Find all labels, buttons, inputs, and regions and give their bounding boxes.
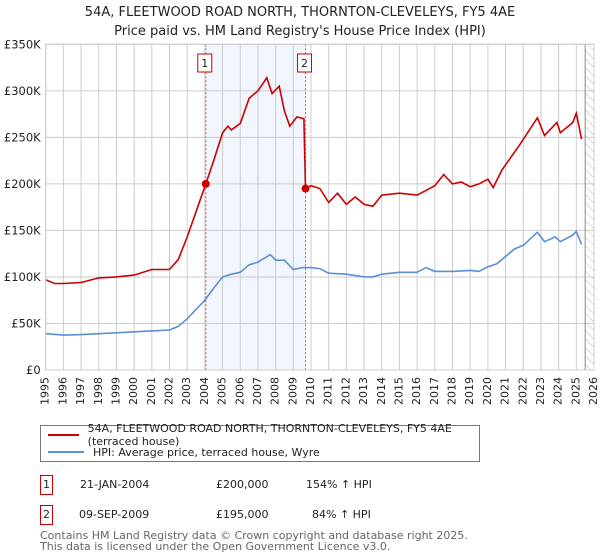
footer-line: This data is licensed under the Open Gov… [40,540,391,553]
y-tick-label: £350K [4,37,41,51]
sale-row-1: 1 21-JAN-2004 £200,000 154% ↑ HPI [40,475,440,495]
sale-hpi: 84% ↑ HPI [312,508,371,521]
x-tick-label: 2020 [481,377,494,405]
x-tick-label: 2024 [552,377,565,405]
x-tick-label: 2026 [587,377,600,405]
x-tick-label: 2011 [322,377,335,405]
chart-subtitle: Price paid vs. HM Land Registry's House … [114,24,486,39]
sale-date: 09-SEP-2009 [79,508,150,521]
sale-price: £195,000 [216,508,269,521]
x-tick-label: 2005 [216,377,229,405]
x-tick-label: 1996 [56,377,69,405]
x-tick-label: 2007 [251,377,264,405]
y-tick-label: £250K [4,130,41,144]
series-line-property [45,76,583,285]
x-tick-label: 2001 [145,377,158,405]
sale-label-box [197,53,213,73]
x-tick-label: 2018 [446,377,459,405]
x-tick-label: 1999 [109,377,122,405]
x-tick-label: 2023 [534,377,547,405]
series-line-hpi [45,229,583,336]
y-tick-label: £200K [4,177,41,191]
legend-item-hpi: HPI: Average price, terraced house, Wyre [48,444,320,460]
x-tick-label: 2019 [463,377,476,405]
price-chart: 1995 1996 1997 1998 1999 2000 2001 2002 2003 2004… [4,37,600,405]
legend: 54A, FLEETWOOD ROAD NORTH, THORNTON-CLEV… [40,422,480,462]
x-tick-label: 2014 [375,377,388,405]
x-tick-label: 2002 [163,377,176,405]
sale-badge: 2 [40,505,53,525]
y-tick-label: £50K [11,316,41,330]
x-tick-label: 2009 [286,377,299,405]
x-tick-label: 2022 [516,377,529,405]
sale-marker [301,184,310,193]
legend-swatch-blue [48,451,84,453]
footer-line: Contains HM Land Registry data © Crown c… [40,529,468,542]
forecast-hatch [585,44,594,371]
y-tick-label: £300K [4,84,41,98]
x-tick-label: 2003 [180,377,193,405]
y-tick-label: £100K [4,270,41,284]
legend-label: 54A, FLEETWOOD ROAD NORTH, THORNTON-CLEV… [87,422,452,448]
sale-date: 21-JAN-2004 [80,478,150,491]
x-tick-label: 2016 [410,377,423,405]
x-tick-label: 2010 [304,377,317,405]
sale-row-2: 2 09-SEP-2009 £195,000 84% ↑ HPI [40,505,440,525]
sale-price: £200,000 [216,478,269,491]
plot-frame [45,43,595,371]
sale-label: 2 [301,57,308,70]
x-tick-label: 2025 [569,377,582,405]
x-tick-label: 1998 [92,377,105,405]
x-tick-label: 2021 [499,377,512,405]
sale-label: 1 [201,57,208,70]
x-tick-label: 2000 [127,377,140,405]
y-tick-label: £0 [26,363,41,377]
x-tick-label: 2017 [428,377,441,405]
sale-hpi: 154% ↑ HPI [306,478,372,491]
chart-title: 54A, FLEETWOOD ROAD NORTH, THORNTON-CLEV… [84,5,516,20]
legend-label: HPI: Average price, terraced house, Wyre [93,445,320,459]
y-tick-label: £150K [4,223,41,237]
sale-marker [201,179,210,188]
x-tick-label: 2006 [233,377,246,405]
x-tick-label: 1997 [74,377,87,405]
x-tick-label: 2012 [339,377,352,405]
x-tick-label: 1995 [39,377,52,405]
x-tick-label: 2008 [269,377,282,405]
x-tick-label: 2013 [357,377,370,405]
legend-swatch-red [48,434,79,436]
sale-badge: 1 [40,475,53,495]
footer: Contains HM Land Registry data © Crown c… [40,530,468,552]
legend-item-property: 54A, FLEETWOOD ROAD NORTH, THORNTON-CLEV… [48,422,479,448]
x-tick-label: 2015 [392,377,405,405]
sale-label-box [297,53,313,73]
x-tick-label: 2004 [198,377,211,405]
